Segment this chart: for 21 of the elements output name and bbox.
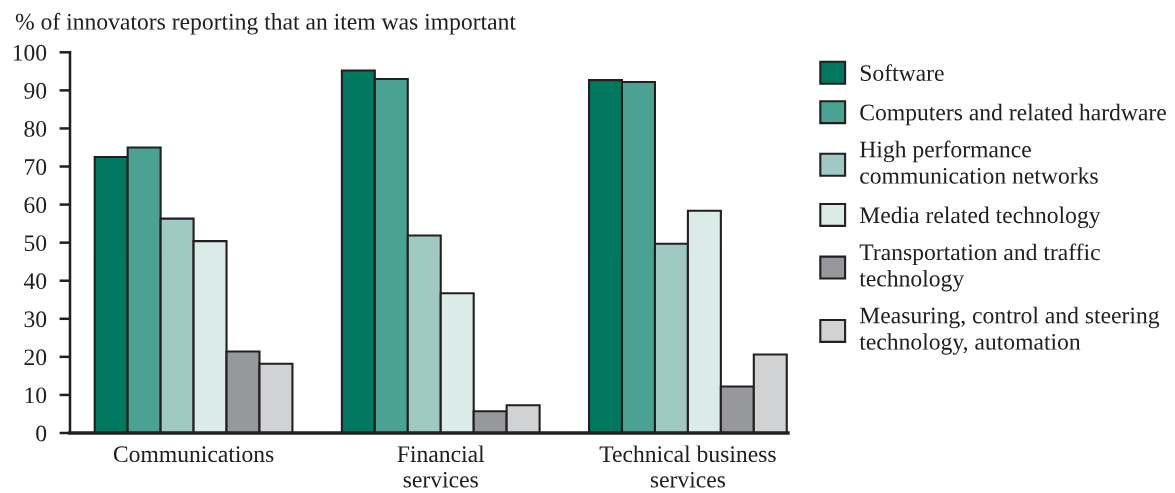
x-tick-label: Financial services — [397, 445, 485, 488]
y-tick-label: 80 — [24, 120, 47, 137]
legend-label: Media related technology — [859, 206, 1101, 229]
y-tick-label: 0 — [36, 425, 47, 442]
x-tick-label: Technical business services — [599, 445, 776, 488]
y-tick-label: 20 — [24, 349, 47, 366]
y-tick-label: 90 — [24, 82, 47, 99]
legend-label: Measuring, control and steering technology, automation — [859, 306, 1160, 355]
legend-label: High performance communication networks — [859, 140, 1098, 184]
y-tick-label: 40 — [23, 273, 47, 290]
y-tick-label: 60 — [24, 197, 47, 213]
legend-label: Computers and related hardware — [860, 103, 1166, 126]
y-tick-label: 30 — [24, 311, 47, 328]
y-axis-title: % of innovators reporting that an item was important — [15, 12, 516, 35]
y-tick-label: 70 — [25, 159, 47, 175]
y-tick-label: 100 — [13, 44, 47, 61]
legend-label: Software — [860, 64, 944, 82]
y-tick-label: 50 — [24, 235, 47, 252]
y-tick-label: 10 — [25, 387, 47, 404]
x-tick-label: Communications — [113, 446, 274, 463]
legend-label: Transportation and traffic technology — [859, 243, 1100, 292]
